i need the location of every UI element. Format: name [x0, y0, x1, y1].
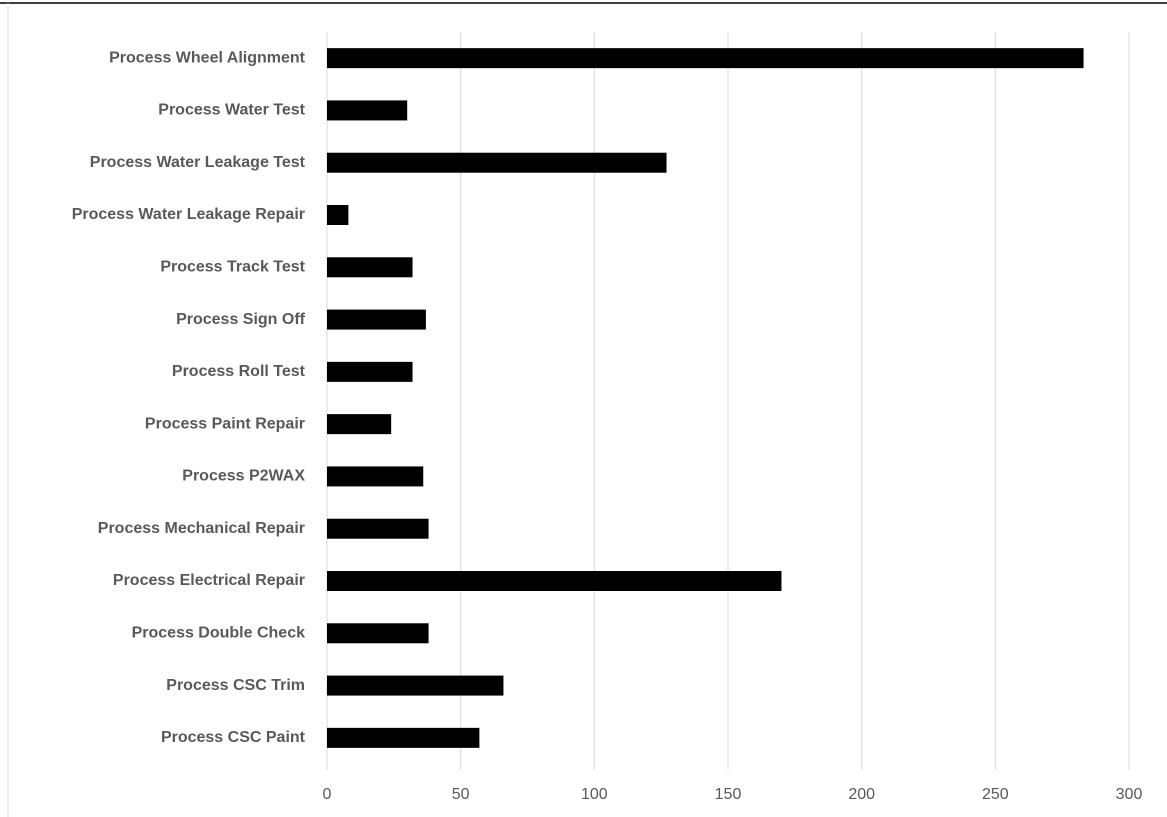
- y-tick-label: Process Double Check: [132, 625, 306, 642]
- x-tick-label: 200: [848, 786, 875, 803]
- y-tick-label: Process Track Test: [160, 259, 305, 276]
- x-tick-label: 250: [982, 786, 1009, 803]
- bar: [327, 571, 782, 591]
- y-tick-label: Process Mechanical Repair: [98, 520, 305, 537]
- x-tick-label: 100: [581, 786, 608, 803]
- bar: [327, 623, 429, 644]
- y-tick-label: Process Water Test: [158, 102, 305, 119]
- bar: [327, 309, 426, 330]
- x-tick-label: 300: [1116, 786, 1143, 803]
- y-tick-label: Process Paint Repair: [145, 415, 305, 432]
- bar: [327, 518, 429, 539]
- x-tick-label: 150: [715, 786, 742, 803]
- y-tick-label: Process P2WAX: [182, 468, 305, 485]
- y-tick-label: Process Water Leakage Test: [90, 154, 306, 171]
- y-tick-label: Process Water Leakage Repair: [72, 206, 305, 223]
- bar: [327, 414, 392, 435]
- bar: [327, 361, 413, 382]
- y-tick-label: Process Roll Test: [172, 363, 306, 380]
- bar: [327, 152, 667, 173]
- y-tick-label: Process CSC Paint: [161, 729, 306, 746]
- x-tick-label: 50: [452, 786, 470, 803]
- bar: [327, 466, 424, 487]
- bar: [327, 48, 1084, 69]
- y-tick-label: Process Wheel Alignment: [109, 49, 306, 66]
- x-tick-label: 0: [323, 786, 332, 803]
- y-tick-label: Process Electrical Repair: [113, 572, 305, 589]
- bar: [327, 100, 408, 121]
- bar: [327, 727, 480, 748]
- bar: [327, 257, 413, 278]
- y-tick-label: Process Sign Off: [176, 311, 306, 328]
- bar: [327, 205, 349, 225]
- y-tick-label: Process CSC Trim: [166, 677, 305, 694]
- bar: [327, 675, 504, 696]
